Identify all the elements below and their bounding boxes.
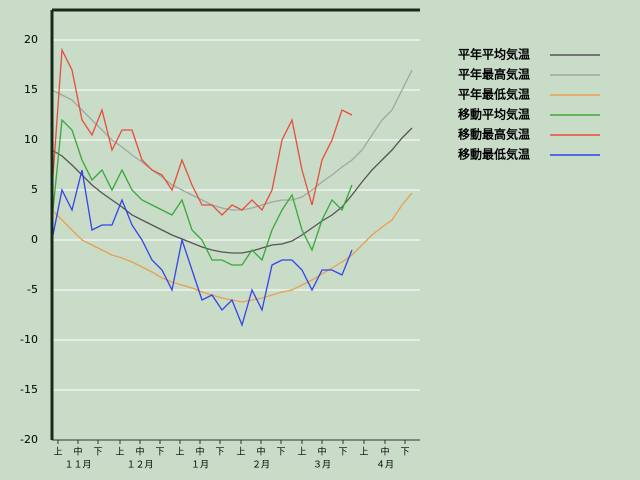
x-tick-label: 中 — [256, 446, 265, 458]
legend-label: 平年平均気温 — [458, 47, 530, 62]
x-tick-label: 下 — [215, 448, 224, 458]
x-tick-label: 下 — [155, 448, 164, 458]
month-label: ４月 — [376, 460, 394, 471]
x-tick-label: 中 — [135, 446, 144, 458]
x-tick-label: 上 — [236, 447, 245, 458]
series-line — [51, 118, 353, 266]
x-tick-label: 上 — [359, 447, 368, 458]
y-tick-label: 15 — [24, 83, 38, 96]
x-tick-label: 下 — [338, 448, 347, 458]
month-label: １１月 — [64, 460, 91, 471]
month-label: ２月 — [252, 460, 270, 471]
y-tick-label: -5 — [27, 283, 38, 296]
y-tick-label: 10 — [24, 133, 38, 146]
series-line — [51, 127, 413, 254]
series-line — [51, 69, 413, 211]
series-line — [51, 47, 353, 216]
x-tick-label: 上 — [115, 447, 124, 458]
x-tick-label: 下 — [400, 448, 409, 458]
x-tick-label: 下 — [276, 448, 285, 458]
x-tick-label: 上 — [175, 447, 184, 458]
y-tick-label: 0 — [31, 233, 38, 246]
legend-label: 移動平均気温 — [458, 107, 530, 122]
x-tick-label: 下 — [93, 448, 102, 458]
y-tick-label: 20 — [24, 33, 38, 46]
series-line — [51, 169, 353, 328]
y-tick-label: -15 — [20, 383, 38, 396]
x-tick-label: 中 — [195, 446, 204, 458]
x-tick-label: 中 — [73, 446, 82, 458]
legend-label: 平年最低気温 — [458, 87, 530, 102]
x-tick-label: 上 — [297, 447, 306, 458]
legend-label: 移動最低気温 — [458, 147, 530, 162]
y-tick-label: -10 — [20, 333, 38, 346]
x-tick-label: 中 — [317, 446, 326, 458]
month-label: ３月 — [313, 460, 331, 471]
x-tick-label: 中 — [380, 446, 389, 458]
x-tick-label: 上 — [53, 447, 62, 458]
y-tick-label: -20 — [20, 433, 38, 446]
legend-label: 平年最高気温 — [458, 67, 530, 82]
legend-label: 移動最高気温 — [458, 127, 530, 142]
month-label: １月 — [191, 460, 209, 471]
month-label: １２月 — [126, 460, 153, 471]
y-tick-label: 5 — [31, 183, 38, 196]
